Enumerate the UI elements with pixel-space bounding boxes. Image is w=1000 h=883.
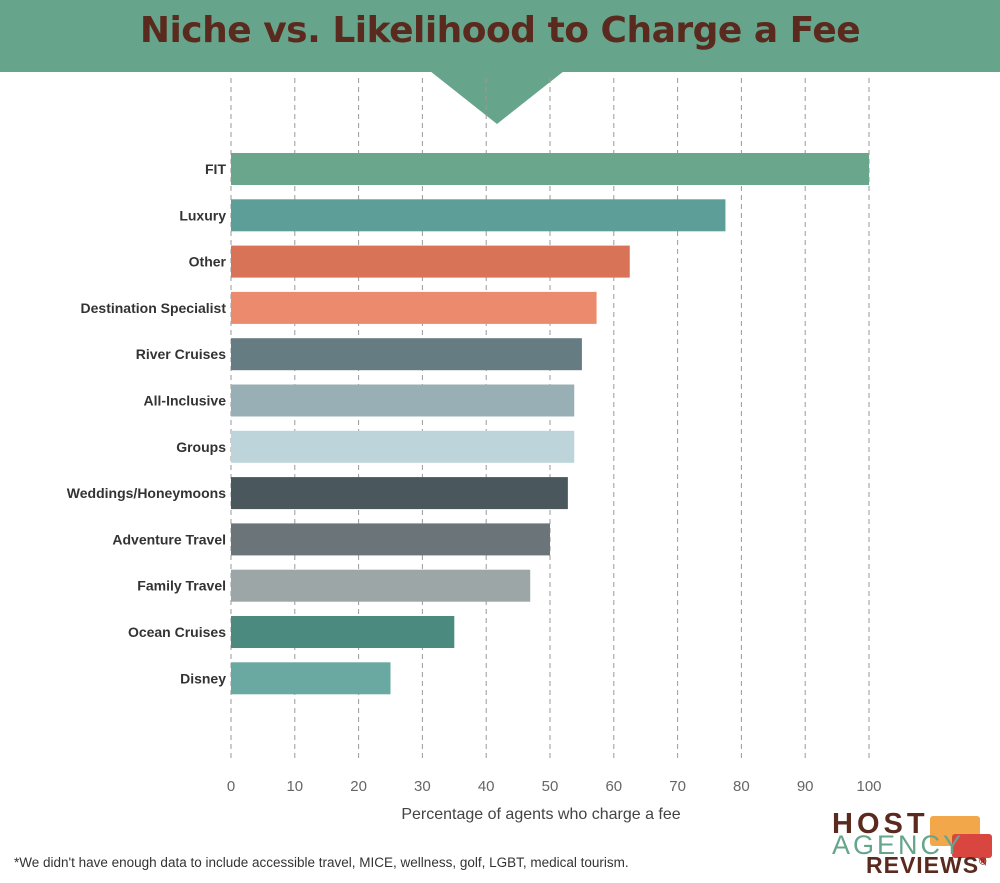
host-agency-reviews-logo: HOST AGENCY REVIEWS® [830, 808, 995, 878]
bar [231, 338, 582, 371]
bar [231, 430, 575, 463]
x-tick-label: 30 [414, 778, 431, 795]
bar [231, 384, 575, 417]
bar [231, 199, 726, 232]
category-label: Adventure Travel [112, 531, 226, 547]
bars [231, 153, 869, 695]
bar [231, 153, 869, 185]
x-tick-label: 10 [286, 778, 303, 795]
bar [231, 616, 455, 648]
logo-line-3: REVIEWS® [866, 852, 988, 878]
speech-bubble-icon-2 [952, 834, 992, 866]
category-label: Luxury [179, 207, 226, 223]
x-tick-label: 70 [669, 778, 686, 795]
x-tick-label: 90 [797, 778, 814, 795]
x-tick-label: 50 [542, 778, 559, 795]
category-labels: FIT Luxury Other Destination Specialist Rive… [67, 161, 227, 686]
logo-line-2: AGENCY [832, 830, 965, 860]
category-label: Other [189, 254, 227, 270]
category-label: Ocean Cruises [128, 624, 226, 640]
x-tick-label: 20 [350, 778, 367, 795]
bar [231, 245, 630, 278]
title-banner [0, 0, 1000, 72]
category-label: FIT [205, 161, 226, 177]
bar [231, 291, 597, 324]
bar [231, 662, 391, 695]
x-tick-labels: 0 10 20 30 40 50 60 70 80 90 100 [227, 778, 882, 795]
category-label: River Cruises [136, 346, 226, 362]
category-label: All-Inclusive [144, 393, 227, 409]
chart-title: Niche vs. Likelihood to Charge a Fee [139, 10, 861, 51]
category-label: Family Travel [137, 578, 226, 594]
x-tick-label: 100 [856, 778, 881, 795]
x-axis-label: Percentage of agents who charge a fee [401, 806, 680, 823]
category-label: Groups [176, 439, 226, 455]
category-label: Weddings/Honeymoons [67, 485, 226, 501]
x-tick-label: 0 [227, 778, 235, 795]
category-label: Destination Specialist [81, 300, 227, 316]
bar [231, 569, 531, 602]
bar [231, 477, 568, 510]
logo-line-1: HOST [832, 808, 929, 840]
banner-pointer [430, 71, 564, 124]
x-tick-label: 60 [605, 778, 622, 795]
x-tick-label: 80 [733, 778, 750, 795]
bar [231, 523, 550, 556]
category-label: Disney [180, 670, 226, 686]
footnote: *We didn't have enough data to include a… [14, 855, 629, 870]
x-tick-label: 40 [478, 778, 495, 795]
